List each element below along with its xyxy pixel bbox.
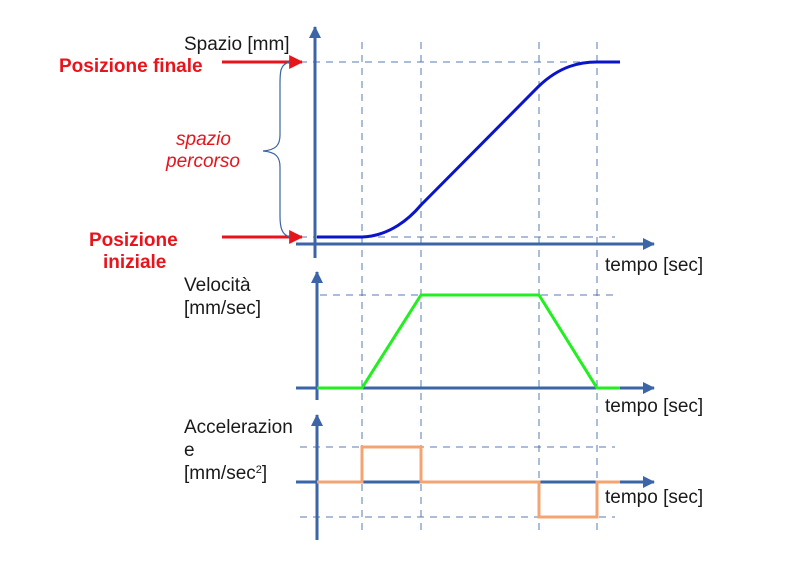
distance-label-line2: percorso — [165, 151, 240, 172]
space-axis-label: Spazio [mm] — [184, 34, 290, 55]
initial-position-label-line1: Posizione — [89, 230, 178, 251]
space-curve — [317, 60, 620, 239]
vertical-guides — [361, 42, 598, 530]
acceleration-label-line1: Accelerazion — [184, 417, 293, 438]
time-axis-label-velocity: tempo [sec] — [605, 396, 703, 417]
acceleration-label-line3: [mm/sec2] — [184, 463, 267, 484]
time-axis-label-acceleration: tempo [sec] — [605, 487, 703, 508]
velocity-plot-axes — [296, 271, 655, 400]
acceleration-label-line2: e — [184, 440, 195, 461]
velocity-curve — [317, 293, 620, 390]
acceleration-curve — [317, 445, 620, 519]
time-axis-label-space: tempo [sec] — [605, 255, 703, 276]
velocity-label-line1: Velocità — [184, 275, 251, 296]
initial-position-label-line2: iniziale — [103, 252, 166, 273]
acceleration-unit-close: ] — [262, 463, 267, 484]
distance-brace — [262, 61, 291, 238]
distance-label-line1: spazio — [176, 129, 231, 150]
horizontal-guides — [300, 61, 615, 518]
acceleration-unit-exponent: 2 — [256, 464, 262, 476]
final-position-label: Posizione finale — [59, 56, 203, 77]
acceleration-plot-axes — [296, 414, 655, 540]
velocity-label-line2: [mm/sec] — [184, 298, 261, 319]
space-plot-axes — [296, 26, 655, 258]
acceleration-unit: [mm/sec — [184, 463, 256, 484]
